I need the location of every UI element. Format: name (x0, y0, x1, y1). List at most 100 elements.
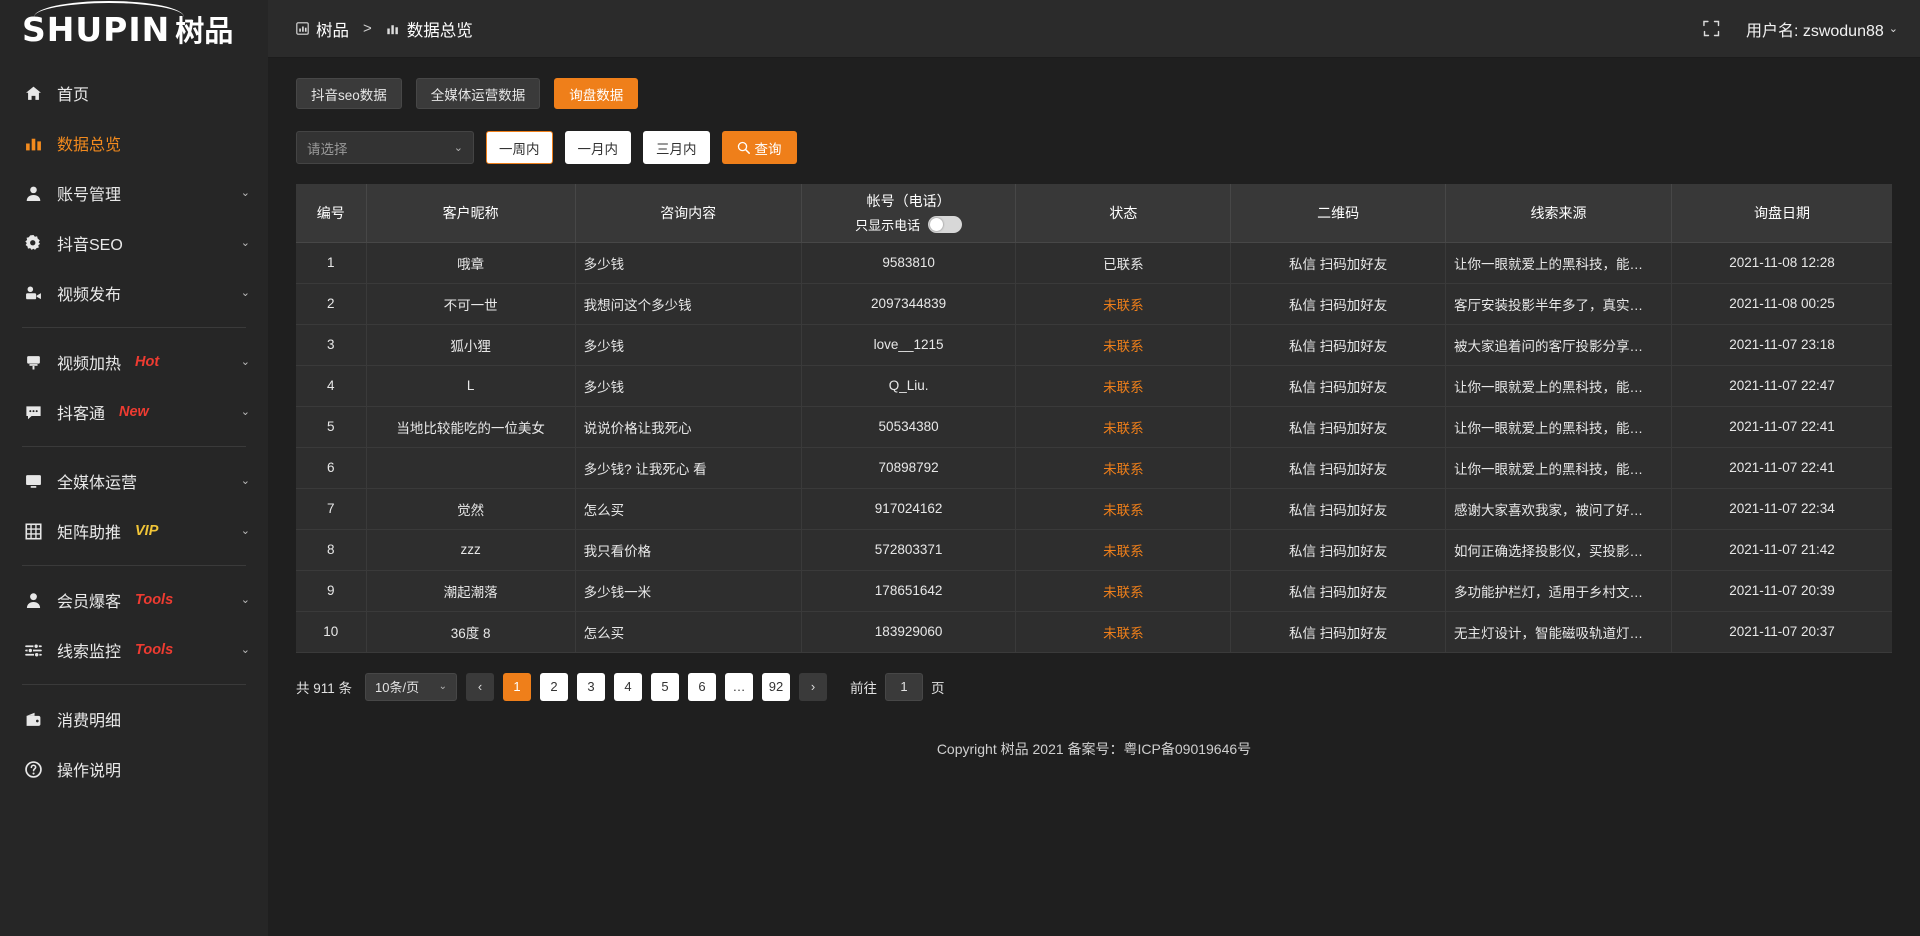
goto-label: 前往 (850, 680, 878, 696)
cell-status: 未联系 (1015, 283, 1232, 325)
chevron-down-icon[interactable]: ⌄ (240, 186, 250, 199)
sidebar-item-11[interactable]: 消费明细 (0, 694, 268, 744)
cell-source[interactable]: 无主灯设计，智能磁吸轨道灯… (1445, 611, 1673, 653)
cell-source[interactable]: 感谢大家喜欢我家，被问了好… (1445, 488, 1673, 530)
table-row[interactable]: 4 L 多少钱 Q_Liu. 未联系 私信 扫码加好友 让你一眼就爱上的黑科技，能… 2021… (296, 365, 1892, 407)
cell-qrcode[interactable]: 私信 扫码加好友 (1230, 570, 1446, 612)
table-row[interactable]: 5 当地比较能吃的一位美女 说说价格让我死心 50534380 未联系 私信 扫码加好友让… (296, 406, 1892, 448)
cell-qrcode[interactable]: 私信 扫码加好友 (1230, 447, 1446, 489)
cell-content: 说说价格让我死心 (575, 406, 802, 448)
chat-icon (22, 404, 44, 421)
cell-source[interactable]: 被大家追着问的客厅投影分享… (1445, 324, 1673, 366)
tab-1[interactable]: 全媒体运营数据 (415, 78, 541, 109)
cell-qrcode[interactable]: 私信 扫码加好友 (1230, 283, 1446, 325)
tab-label: 询盘数据 (569, 87, 624, 103)
table-row[interactable]: 1 哦章 多少钱 9583810 已联系 私信 扫码加好友 让你一眼就爱上的黑科技，能… 20… (296, 242, 1892, 284)
sidebar-item-12[interactable]: 操作说明 (0, 744, 268, 794)
source-select[interactable]: 请选择 ⌄ (296, 131, 474, 164)
cell-account: 183929060 (801, 611, 1017, 653)
cell-qrcode[interactable]: 私信 扫码加好友 (1230, 242, 1446, 284)
fullscreen-icon[interactable] (1703, 20, 1720, 37)
cell-qrcode[interactable]: 私信 扫码加好友 (1230, 365, 1446, 407)
chevron-down-icon[interactable]: ⌄ (240, 643, 250, 656)
sidebar-item-6[interactable]: 抖客通 New ⌄ (0, 387, 268, 437)
table-row[interactable]: 9 潮起潮落 多少钱一米 178651642 未联系 私信 扫码加好友 多功能护栏灯，适用于… (296, 570, 1892, 612)
cell-source[interactable]: 让你一眼就爱上的黑科技，能… (1445, 406, 1673, 448)
pagination-page-2[interactable]: 2 (540, 672, 569, 701)
sidebar-item-3[interactable]: 抖音SEO ⌄ (0, 218, 268, 268)
user-icon (22, 185, 44, 202)
sidebar: SHUPIN 树品 首页 数据总览 账号管理 ⌄ 抖音SEO ⌄ 视频发布 ⌄ 视频加热 Hot ⌄… (0, 0, 268, 936)
pagination-page-92[interactable]: 92 (762, 672, 791, 701)
phone-only-label: 只显示电话 (855, 218, 921, 234)
cell-source[interactable]: 让你一眼就爱上的黑科技，能… (1445, 365, 1673, 407)
cell-status: 未联系 (1015, 488, 1232, 530)
cell-qrcode[interactable]: 私信 扫码加好友 (1230, 611, 1446, 653)
range-button-2[interactable]: 三月内 (643, 131, 710, 164)
pagination-page-1[interactable]: 1 (503, 672, 532, 701)
cell-source[interactable]: 让你一眼就爱上的黑科技，能… (1445, 447, 1673, 489)
sidebar-item-1[interactable]: 数据总览 (0, 118, 268, 168)
sidebar-item-8[interactable]: 矩阵助推 VIP ⌄ (0, 506, 268, 556)
sidebar-item-0[interactable]: 首页 (0, 68, 268, 118)
search-button[interactable]: 查询 (721, 131, 797, 164)
inquiry-table: 编号 客户昵称 咨询内容 帐号（电话） 只显示电话 (296, 184, 1892, 653)
cell-source[interactable]: 让你一眼就爱上的黑科技，能… (1445, 242, 1673, 284)
table-row[interactable]: 3 狐小狸 多少钱 love__1215 未联系 私信 扫码加好友 被大家追着问的客厅投影分… (296, 324, 1892, 366)
cell-source[interactable]: 多功能护栏灯，适用于乡村文… (1445, 570, 1673, 612)
tab-2[interactable]: 询盘数据 (554, 78, 639, 109)
table-row[interactable]: 7 觉然 怎么买 917024162 未联系 私信 扫码加好友 感谢大家喜欢我家，被问了好…… (296, 488, 1892, 530)
chevron-down-icon[interactable]: ⌄ (240, 474, 250, 487)
sidebar-item-label: 线索监控 (57, 644, 122, 661)
sidebar-item-label: 抖客通 (57, 406, 106, 423)
pagination-page-5[interactable]: 5 (651, 672, 680, 701)
goto-input[interactable] (885, 672, 924, 701)
pagination-next[interactable]: › (799, 672, 828, 701)
breadcrumb-item-current[interactable]: 数据总览 (386, 17, 473, 41)
cell-source[interactable]: 如何正确选择投影仪，买投影… (1445, 529, 1673, 571)
sidebar-item-7[interactable]: 全媒体运营 ⌄ (0, 456, 268, 506)
chevron-down-icon[interactable]: ⌄ (240, 236, 250, 249)
range-button-0[interactable]: 一周内 (486, 131, 553, 164)
brand-logo[interactable]: SHUPIN 树品 (0, 0, 268, 58)
cell-qrcode[interactable]: 私信 扫码加好友 (1230, 488, 1446, 530)
table-row[interactable]: 8 zzz 我只看价格 572803371 未联系 私信 扫码加好友 如何正确选择投影仪，买… (296, 529, 1892, 571)
pagination-page-3[interactable]: 3 (577, 672, 606, 701)
cell-source[interactable]: 客厅安装投影半年多了，真实… (1445, 283, 1673, 325)
pagination-page-6[interactable]: 6 (688, 672, 717, 701)
range-button-1[interactable]: 一月内 (564, 131, 631, 164)
table-row[interactable]: 6 多少钱? 让我死心 看 70898792 未联系 私信 扫码加好友 让你一眼就爱上的黑… (296, 447, 1892, 489)
cell-id: 1 (296, 242, 367, 284)
sidebar-item-9[interactable]: 会员爆客 Tools ⌄ (0, 575, 268, 625)
cell-account: 917024162 (801, 488, 1017, 530)
pagination-prev[interactable]: ‹ (466, 672, 495, 701)
sidebar-item-5[interactable]: 视频加热 Hot ⌄ (0, 337, 268, 387)
cell-nickname: 狐小狸 (366, 324, 576, 366)
table-row[interactable]: 2 不可一世 我想问这个多少钱 2097344839 未联系 私信 扫码加好友 客厅安装投影… (296, 283, 1892, 325)
sidebar-item-10[interactable]: 线索监控 Tools ⌄ (0, 625, 268, 675)
footer-copyright: Copyright 树品 2021 备案号：粤ICP备09019646号 (936, 740, 1252, 757)
chevron-down-icon[interactable]: ⌄ (240, 524, 250, 537)
table-row[interactable]: 10 36度 8 怎么买 183929060 未联系 私信 扫码加好友 无主灯设计，智能磁吸… (296, 611, 1892, 653)
chevron-down-icon[interactable]: ⌄ (240, 286, 250, 299)
cell-qrcode[interactable]: 私信 扫码加好友 (1230, 324, 1446, 366)
chevron-down-icon[interactable]: ⌄ (240, 355, 250, 368)
sidebar-item-2[interactable]: 账号管理 ⌄ (0, 168, 268, 218)
sidebar-item-4[interactable]: 视频发布 ⌄ (0, 268, 268, 318)
tab-0[interactable]: 抖音seo数据 (296, 78, 402, 109)
pagination-page-4[interactable]: 4 (614, 672, 643, 701)
chevron-down-icon[interactable]: ⌄ (240, 405, 250, 418)
chevron-down-icon[interactable]: ⌄ (240, 593, 250, 606)
col-qrcode: 二维码 (1230, 184, 1446, 243)
page-size-select[interactable]: 10条/页 ⌄ (365, 672, 458, 701)
cell-qrcode[interactable]: 私信 扫码加好友 (1230, 529, 1446, 571)
table-body: 1 哦章 多少钱 9583810 已联系 私信 扫码加好友 让你一眼就爱上的黑科技，能… 20… (296, 242, 1892, 653)
user-menu[interactable]: 用户名: zswodun88 ⌄ (1746, 17, 1898, 41)
breadcrumb-item-root[interactable]: 树品 (296, 17, 349, 41)
pagination-page-…[interactable]: … (725, 672, 754, 701)
phone-only-toggle[interactable] (928, 216, 963, 234)
breadcrumb-root-label: 树品 (316, 21, 349, 40)
cell-date: 2021-11-08 12:28 (1671, 242, 1892, 284)
cell-qrcode[interactable]: 私信 扫码加好友 (1230, 406, 1446, 448)
chevron-down-icon: ⌄ (438, 681, 448, 692)
